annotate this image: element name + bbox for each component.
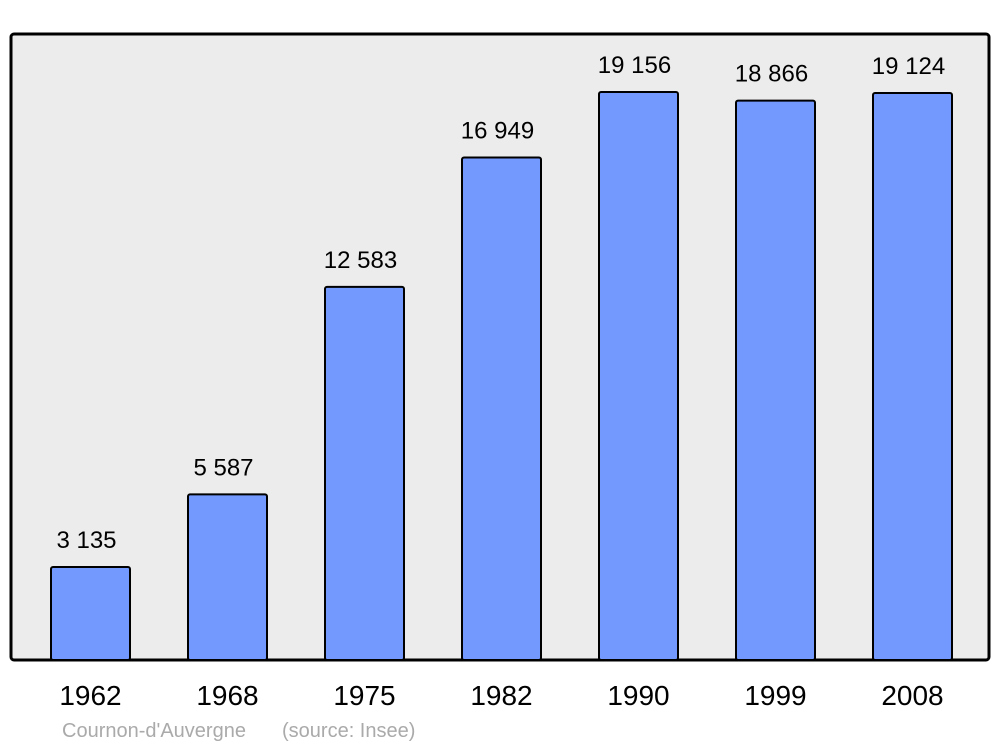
x-tick-label: 1990 bbox=[607, 680, 669, 711]
bar bbox=[598, 91, 679, 661]
value-label: 19 156 bbox=[598, 52, 671, 79]
x-tick-label: 1968 bbox=[196, 680, 258, 711]
value-label: 16 949 bbox=[461, 117, 534, 144]
x-tick-label: 1999 bbox=[744, 680, 806, 711]
value-label: 12 583 bbox=[324, 247, 397, 274]
chart-title: Cournon-d'Auvergne bbox=[62, 720, 246, 742]
value-label: 3 135 bbox=[56, 527, 116, 554]
bar bbox=[461, 156, 542, 661]
value-label: 18 866 bbox=[735, 61, 808, 88]
x-tick-label: 1962 bbox=[59, 680, 121, 711]
source-note: (source: Insee) bbox=[282, 720, 415, 742]
bar bbox=[187, 493, 268, 662]
bar bbox=[872, 91, 953, 661]
value-label: 5 587 bbox=[193, 454, 253, 481]
bar bbox=[324, 285, 405, 661]
bar bbox=[735, 99, 816, 661]
x-tick-label: 1975 bbox=[333, 680, 395, 711]
value-label: 19 124 bbox=[872, 53, 945, 80]
x-tick-label: 2008 bbox=[881, 680, 943, 711]
bar bbox=[50, 566, 131, 661]
x-tick-label: 1982 bbox=[470, 680, 532, 711]
